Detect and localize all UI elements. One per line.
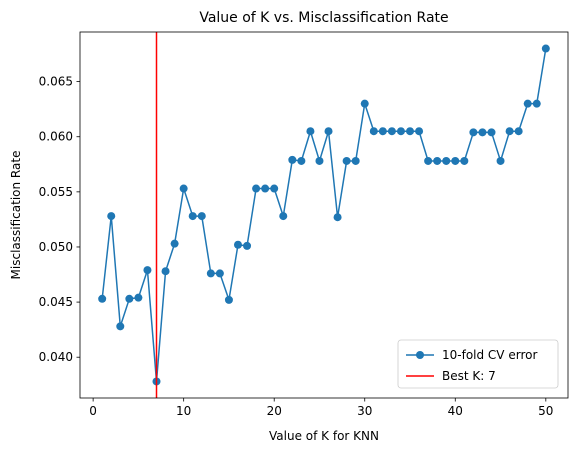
data-point — [197, 212, 206, 221]
chart-title: Value of K vs. Misclassification Rate — [199, 10, 448, 26]
y-tick-label: 0.065 — [39, 75, 73, 89]
data-point — [188, 212, 197, 221]
legend: 10-fold CV error Best K: 7 — [397, 339, 559, 389]
data-point — [224, 295, 233, 304]
data-point — [541, 44, 550, 53]
plot-border — [79, 31, 569, 399]
legend-marker-cv-error — [416, 351, 424, 359]
data-point — [369, 127, 378, 136]
data-point — [170, 239, 179, 248]
data-point — [179, 184, 188, 193]
x-tick-label: 50 — [538, 404, 553, 418]
legend-label-cv-error: 10-fold CV error — [442, 348, 537, 362]
data-point — [387, 127, 396, 136]
data-point — [396, 127, 405, 136]
data-point — [215, 269, 224, 278]
x-axis-label: Value of K for KNN — [269, 429, 379, 443]
x-tick-label: 40 — [448, 404, 463, 418]
y-tick-label: 0.055 — [39, 185, 73, 199]
data-point — [378, 127, 387, 136]
data-point — [424, 156, 433, 165]
data-point — [98, 294, 107, 303]
data-point — [433, 156, 442, 165]
data-point — [360, 99, 369, 108]
y-tick-label: 0.050 — [39, 240, 73, 254]
x-tick-label: 10 — [176, 404, 191, 418]
data-point — [116, 322, 125, 331]
data-point — [279, 212, 288, 221]
data-point — [297, 156, 306, 165]
data-point — [478, 128, 487, 137]
x-axis: 0 10 20 30 40 50 — [89, 398, 553, 418]
data-point — [532, 99, 541, 108]
data-point — [333, 213, 342, 222]
data-point — [243, 241, 252, 250]
data-point — [261, 184, 270, 193]
data-point — [460, 156, 469, 165]
data-point — [134, 293, 143, 302]
data-point — [342, 156, 351, 165]
data-point — [125, 294, 134, 303]
legend-label-best-k: Best K: 7 — [442, 369, 496, 383]
legend-box — [397, 339, 559, 389]
data-point — [206, 269, 215, 278]
x-tick-label: 20 — [267, 404, 282, 418]
data-point — [442, 156, 451, 165]
data-point — [143, 266, 152, 275]
data-point — [315, 156, 324, 165]
data-point — [451, 156, 460, 165]
data-point — [406, 127, 415, 136]
data-point — [505, 127, 514, 136]
y-tick-label: 0.060 — [39, 130, 73, 144]
data-point — [351, 156, 360, 165]
data-point — [306, 127, 315, 136]
x-tick-label: 0 — [89, 404, 97, 418]
x-tick-label: 30 — [357, 404, 372, 418]
data-point — [288, 155, 297, 164]
data-point — [496, 156, 505, 165]
y-tick-label: 0.045 — [39, 295, 73, 309]
data-point — [469, 128, 478, 137]
data-point — [107, 212, 116, 221]
data-point — [487, 128, 496, 137]
data-point — [161, 267, 170, 276]
y-axis-label: Misclassification Rate — [9, 151, 23, 280]
data-point — [523, 99, 532, 108]
y-tick-label: 0.040 — [39, 350, 73, 364]
data-point — [324, 127, 333, 136]
series-line — [101, 48, 547, 382]
plot-area — [80, 32, 568, 398]
y-axis: 0.040 0.045 0.050 0.055 0.060 0.065 — [39, 75, 80, 364]
data-point — [415, 127, 424, 136]
data-point — [270, 184, 279, 193]
series-layer — [98, 44, 550, 386]
data-point — [514, 127, 523, 136]
data-point — [233, 240, 242, 249]
data-point — [252, 184, 261, 193]
